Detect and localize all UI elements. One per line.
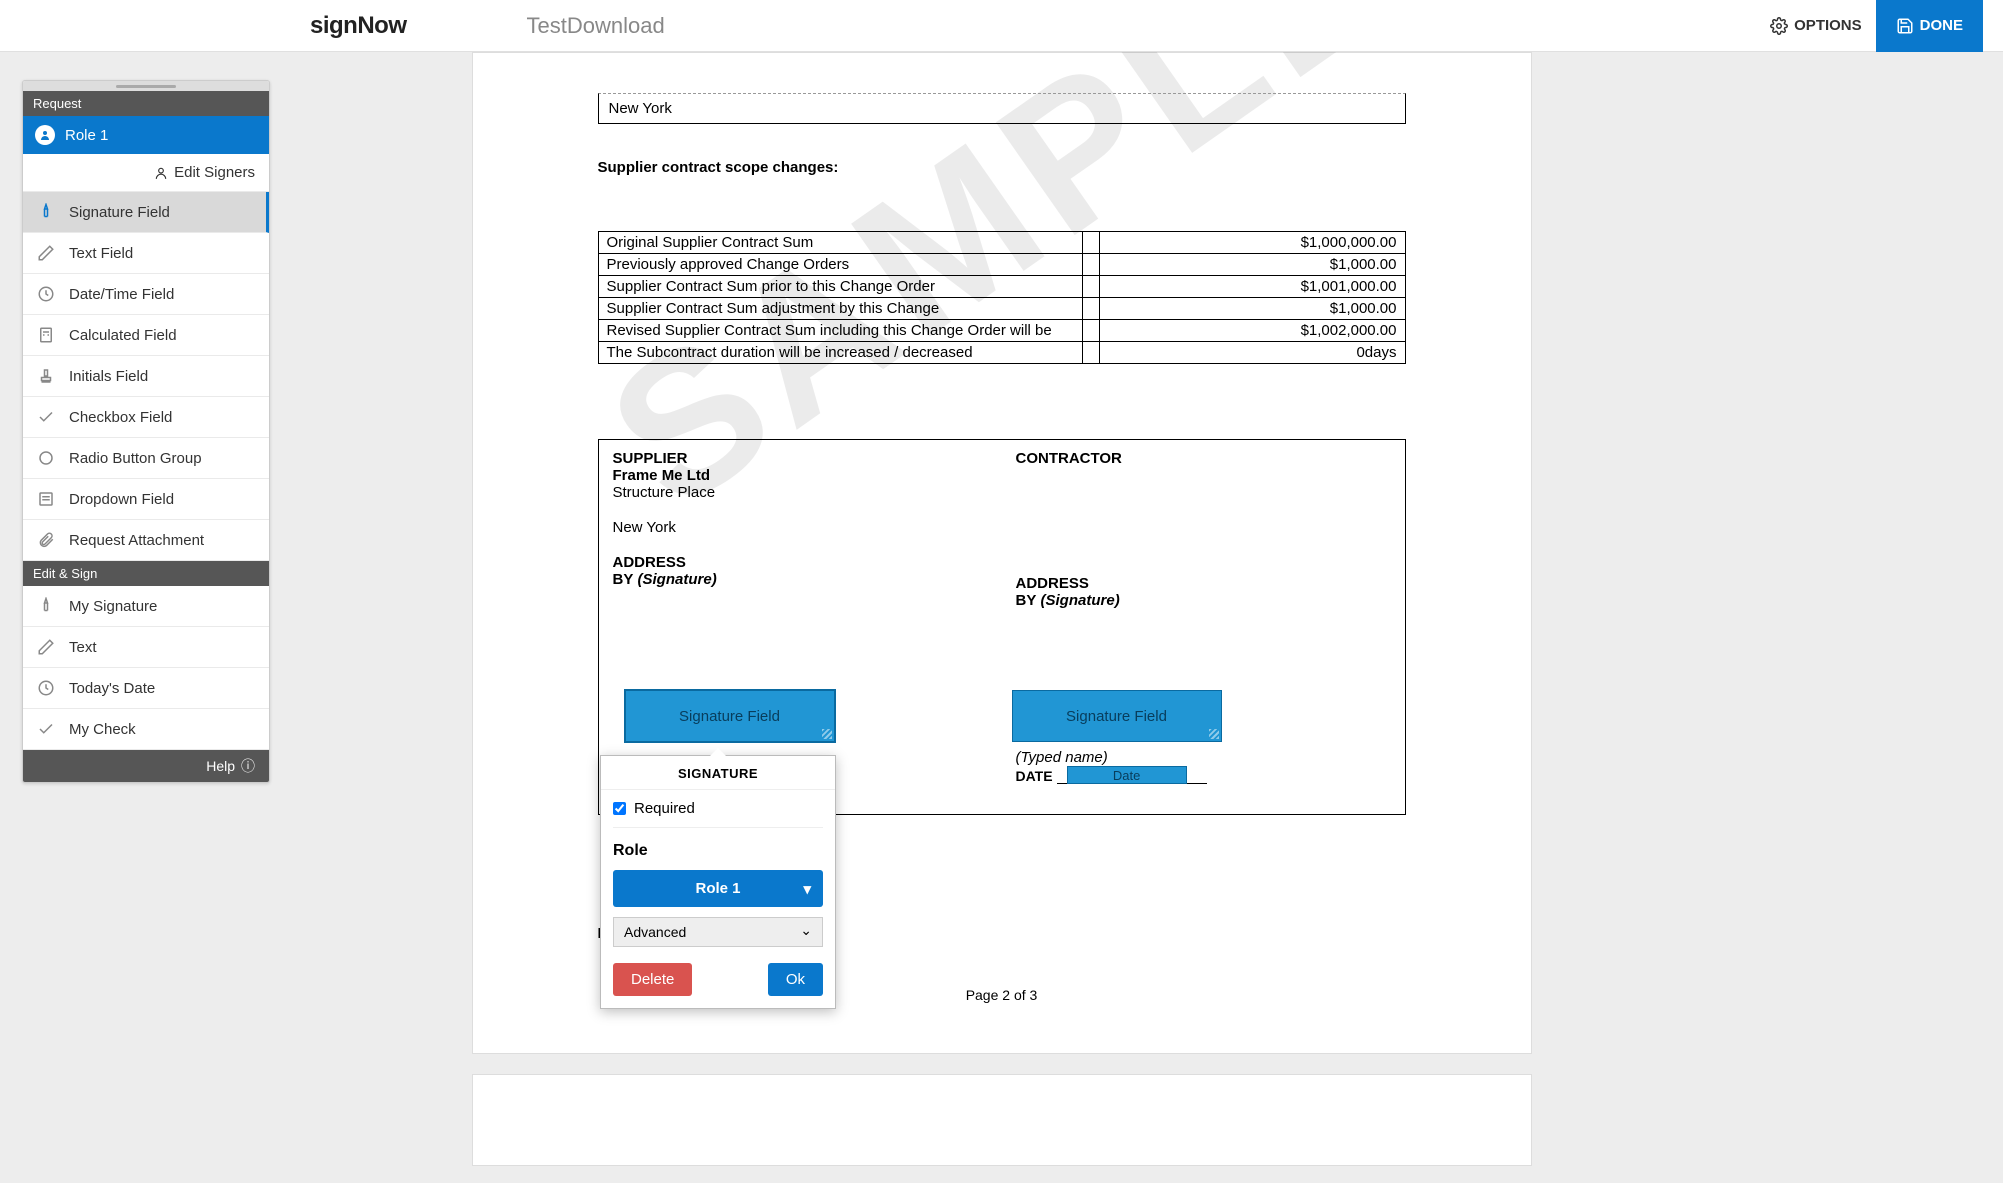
clock-icon	[37, 679, 55, 697]
field-signature-field[interactable]: Signature Field	[23, 192, 269, 233]
save-icon	[1896, 17, 1914, 35]
done-button[interactable]: DONE	[1876, 0, 1983, 52]
pencil-icon	[37, 638, 55, 656]
field-request-attachment[interactable]: Request Attachment	[23, 520, 269, 561]
pen2-icon	[37, 597, 55, 615]
date-underline: Date	[1057, 768, 1207, 784]
field-properties-popup: SIGNATURE Required Role Role 1 Advanced …	[600, 755, 836, 1009]
fields-sidebar: Request Role 1 Edit Signers Signature Fi…	[22, 80, 270, 783]
role-dropdown[interactable]: Role 1	[613, 870, 823, 907]
scope-title: Supplier contract scope changes:	[598, 159, 1406, 176]
editfield-my-check[interactable]: My Check	[23, 709, 269, 750]
calc-icon	[37, 326, 55, 344]
role-label: Role 1	[65, 127, 108, 144]
signature-field-contractor[interactable]: Signature Field	[1012, 690, 1222, 742]
edit-sign-section-header: Edit & Sign	[23, 561, 269, 586]
field-text-field[interactable]: Text Field	[23, 233, 269, 274]
person-outline-icon	[154, 166, 168, 180]
address-box: New York	[598, 93, 1406, 124]
editfield-today-s-date[interactable]: Today's Date	[23, 668, 269, 709]
table-row: Supplier Contract Sum adjustment by this…	[598, 298, 1405, 320]
table-row: The Subcontract duration will be increas…	[598, 342, 1405, 364]
amounts-table: Original Supplier Contract Sum$1,000,000…	[598, 231, 1406, 364]
role-item[interactable]: Role 1	[23, 116, 269, 154]
typed-name: (Typed name)	[1016, 749, 1391, 766]
table-row: Previously approved Change Orders$1,000.…	[598, 254, 1405, 276]
field-checkbox-field[interactable]: Checkbox Field	[23, 397, 269, 438]
help-icon: ⓘ	[241, 756, 255, 776]
check-icon	[37, 408, 55, 426]
field-calculated-field[interactable]: Calculated Field	[23, 315, 269, 356]
required-label: Required	[634, 800, 695, 817]
options-label: OPTIONS	[1794, 17, 1862, 34]
person-icon	[35, 125, 55, 145]
field-dropdown-field[interactable]: Dropdown Field	[23, 479, 269, 520]
app-header: signNow TestDownload OPTIONS DONE	[0, 0, 2003, 52]
logo: signNow	[310, 12, 407, 40]
done-label: DONE	[1920, 17, 1963, 34]
check-icon	[37, 720, 55, 738]
delete-button[interactable]: Delete	[613, 963, 692, 996]
pen-icon	[37, 203, 55, 221]
field-date-time-field[interactable]: Date/Time Field	[23, 274, 269, 315]
advanced-dropdown[interactable]: Advanced	[613, 917, 823, 947]
table-row: Original Supplier Contract Sum$1,000,000…	[598, 232, 1405, 254]
dropdown-icon	[37, 490, 55, 508]
signature-field-supplier[interactable]: Signature Field	[625, 690, 835, 742]
radio-icon	[37, 449, 55, 467]
drag-handle[interactable]	[23, 81, 269, 91]
popup-title: SIGNATURE	[601, 756, 835, 790]
table-row: Supplier Contract Sum prior to this Chan…	[598, 276, 1405, 298]
document-page-next[interactable]	[472, 1074, 1532, 1166]
ok-button[interactable]: Ok	[768, 963, 823, 996]
clip-icon	[37, 531, 55, 549]
date-field[interactable]: Date	[1067, 766, 1187, 784]
request-section-header: Request	[23, 91, 269, 116]
editfield-text[interactable]: Text	[23, 627, 269, 668]
help-button[interactable]: Help ⓘ	[23, 750, 269, 782]
options-button[interactable]: OPTIONS	[1756, 9, 1876, 43]
edit-signers-button[interactable]: Edit Signers	[23, 154, 269, 192]
document-area: SAMPLE New York Supplier contract scope …	[0, 52, 2003, 1183]
contractor-block: CONTRACTOR ADDRESS BY (Signature) Signat…	[1002, 440, 1405, 814]
document-title: TestDownload	[527, 13, 665, 39]
role-heading: Role	[613, 842, 823, 860]
table-row: Revised Supplier Contract Sum including …	[598, 320, 1405, 342]
gear-icon	[1770, 17, 1788, 35]
clock-icon	[37, 285, 55, 303]
editfield-my-signature[interactable]: My Signature	[23, 586, 269, 627]
field-initials-field[interactable]: Initials Field	[23, 356, 269, 397]
pencil-icon	[37, 244, 55, 262]
stamp-icon	[37, 367, 55, 385]
field-radio-button-group[interactable]: Radio Button Group	[23, 438, 269, 479]
required-checkbox[interactable]	[613, 802, 626, 815]
